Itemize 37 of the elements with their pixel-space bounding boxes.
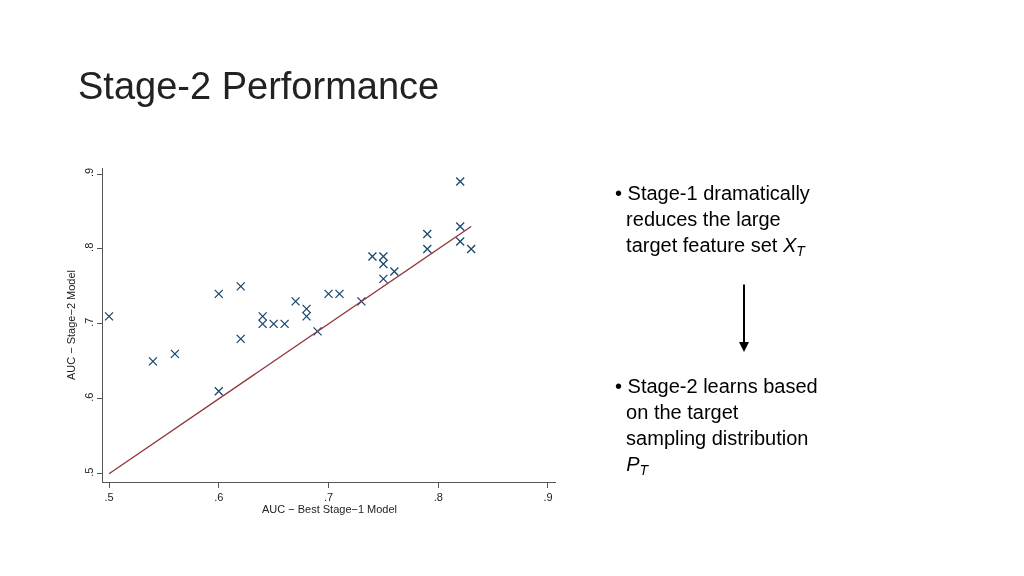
point — [301, 304, 312, 314]
point — [170, 349, 180, 359]
point — [356, 296, 367, 307]
point — [312, 326, 323, 337]
y-tick-label: .5 — [82, 467, 95, 477]
x-tick-label: .9 — [543, 491, 553, 504]
text: • Stage-2 learns based on the target sampling distribution P$_{T}$ — [615, 375, 818, 479]
point — [389, 266, 400, 277]
x-tick-label: .7 — [323, 491, 334, 504]
point — [422, 229, 432, 239]
point — [214, 289, 224, 299]
y-tick-label: .6 — [82, 392, 95, 402]
x-tick-label: .6 — [214, 491, 224, 504]
x-tick-label: .5 — [104, 491, 114, 504]
point — [455, 236, 465, 247]
point — [236, 334, 246, 344]
point — [214, 386, 224, 396]
chart-title: Stage-2 Performance — [78, 65, 440, 108]
point — [455, 176, 465, 187]
point — [290, 296, 301, 307]
point — [378, 274, 389, 284]
y-axis-title: AUC − Stage−2 Model — [65, 269, 78, 381]
y-tick-label: .9 — [82, 167, 95, 177]
y-tick-label: .8 — [82, 242, 95, 252]
point — [104, 311, 114, 322]
y-tick-label: .7 — [82, 317, 95, 327]
x-tick-label: .8 — [433, 491, 443, 504]
text: • Stage-1 dramatically reduces the large target feature set X$_{T}$ — [615, 182, 810, 260]
point — [378, 259, 389, 269]
point — [148, 356, 158, 366]
point — [301, 311, 312, 322]
point — [455, 221, 465, 232]
point — [466, 244, 476, 254]
point — [236, 281, 246, 292]
point — [422, 244, 432, 254]
x-axis-title: AUC − Best Stage−1 Model — [261, 503, 398, 516]
point — [258, 311, 268, 322]
